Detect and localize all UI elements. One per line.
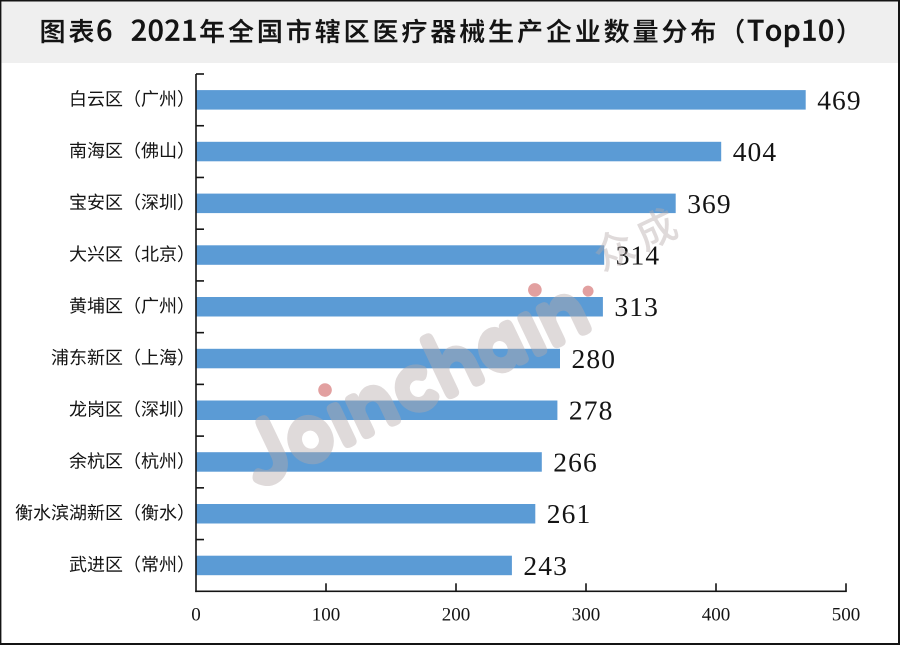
svg-text:200: 200 [442,605,471,626]
svg-text:300: 300 [572,605,601,626]
svg-text:278: 278 [569,395,614,426]
svg-text:261: 261 [547,498,592,529]
svg-text:469: 469 [817,84,862,115]
svg-text:0: 0 [191,605,201,626]
svg-text:404: 404 [733,136,778,167]
svg-text:313: 313 [614,291,659,322]
svg-text:500: 500 [832,605,861,626]
svg-text:314: 314 [616,240,661,271]
svg-text:100: 100 [312,605,341,626]
svg-text:369: 369 [687,188,732,219]
svg-text:280: 280 [572,343,617,374]
svg-text:243: 243 [523,550,568,581]
svg-text:266: 266 [553,446,598,477]
svg-text:400: 400 [702,605,731,626]
